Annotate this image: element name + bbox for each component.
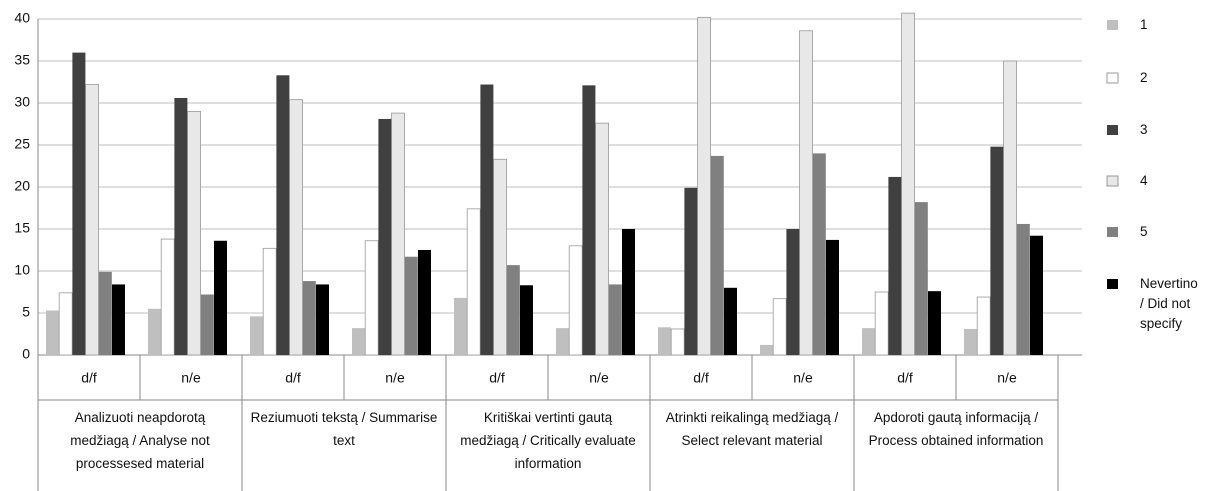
legend-swatch [1107,279,1118,289]
legend-label: 1 [1140,17,1148,32]
bar [670,328,685,356]
x-tick-label: d/f [897,370,913,386]
bar [72,52,86,355]
bar [772,298,787,356]
bar [214,240,227,355]
bar [520,285,533,355]
legend-swatch [1106,175,1119,187]
y-tick-label: 40 [14,10,30,26]
y-tick-label: 25 [14,136,30,152]
bar [418,250,431,355]
bar [928,291,941,355]
bar [58,292,73,356]
bar [964,328,977,355]
bar [914,202,928,355]
bar [724,287,737,355]
group-label: Apdoroti gautą informaciją / Process obt… [868,410,1044,448]
bar [826,239,839,355]
x-tick-label: n/e [385,370,405,386]
x-tick-label: d/f [285,370,301,386]
bar [404,256,418,355]
x-tick-label: n/e [997,370,1017,386]
bar [812,153,826,355]
bar [595,122,609,356]
bar [697,16,711,356]
legend-swatch [1106,72,1119,84]
y-tick-label: 20 [14,178,30,194]
legend-label: 2 [1140,70,1148,85]
bar [976,296,991,356]
bar [391,112,406,356]
bar [46,310,59,355]
bar [493,158,508,356]
x-tick-label: d/f [81,370,97,386]
bar [582,85,596,356]
group-label: Atrinkti reikalingą medžiagą / Select re… [665,410,839,448]
bar [112,284,125,355]
x-tick-label: n/e [793,370,813,386]
bar [684,187,698,355]
group-label: Kritiškai vertinti gautą medžiagą / Crit… [460,410,636,471]
bar [352,328,365,355]
bar [658,327,671,355]
bar [760,344,773,355]
y-tick-label: 0 [22,346,30,362]
bar [480,84,494,356]
bar [786,229,800,355]
legend-swatch [1107,227,1118,237]
bar [1030,235,1043,355]
bar [874,291,889,356]
bar [148,308,161,355]
y-tick-label: 30 [14,94,30,110]
bar [799,30,813,356]
group-label: Analizuoti neapdorotą medžiagą / Analyse… [70,410,210,471]
bar [608,284,622,355]
bar [85,84,99,356]
x-tick-label: n/e [589,370,609,386]
x-tick-label: d/f [489,370,505,386]
bar [556,328,569,355]
legend-swatch [1107,20,1118,30]
y-tick-label: 35 [14,52,30,68]
bar [568,245,583,356]
legend-label: 3 [1140,122,1148,137]
y-tick-label: 15 [14,220,30,236]
bar [187,111,202,356]
group-label: Reziumuoti tekstą / Summarise text [250,410,438,448]
bar [888,176,902,355]
bar [1003,60,1017,356]
x-tick-label: d/f [693,370,709,386]
bar [1016,223,1030,355]
bar [990,146,1004,355]
bar [378,118,392,356]
bar [250,316,263,355]
bar [276,75,290,355]
bar [316,284,329,355]
bar [160,238,175,356]
legend-label: 4 [1140,173,1148,188]
bar [506,265,520,355]
bar [466,208,481,356]
bar [262,247,277,356]
legend-label: 5 [1140,224,1148,239]
bar [302,281,316,355]
bar [710,155,724,355]
bar [174,97,188,356]
legend-swatch [1107,125,1118,135]
y-tick-label: 10 [14,262,30,278]
bar [454,297,467,355]
bar [364,240,379,356]
bar [200,294,214,355]
x-tick-label: n/e [181,370,201,386]
bar [862,328,875,355]
y-tick-label: 5 [22,304,30,320]
bar [901,12,915,356]
bar [98,271,112,355]
legend-label: Nevertino / Did not specify [1140,276,1198,331]
bar [289,99,304,356]
bar [622,229,635,355]
